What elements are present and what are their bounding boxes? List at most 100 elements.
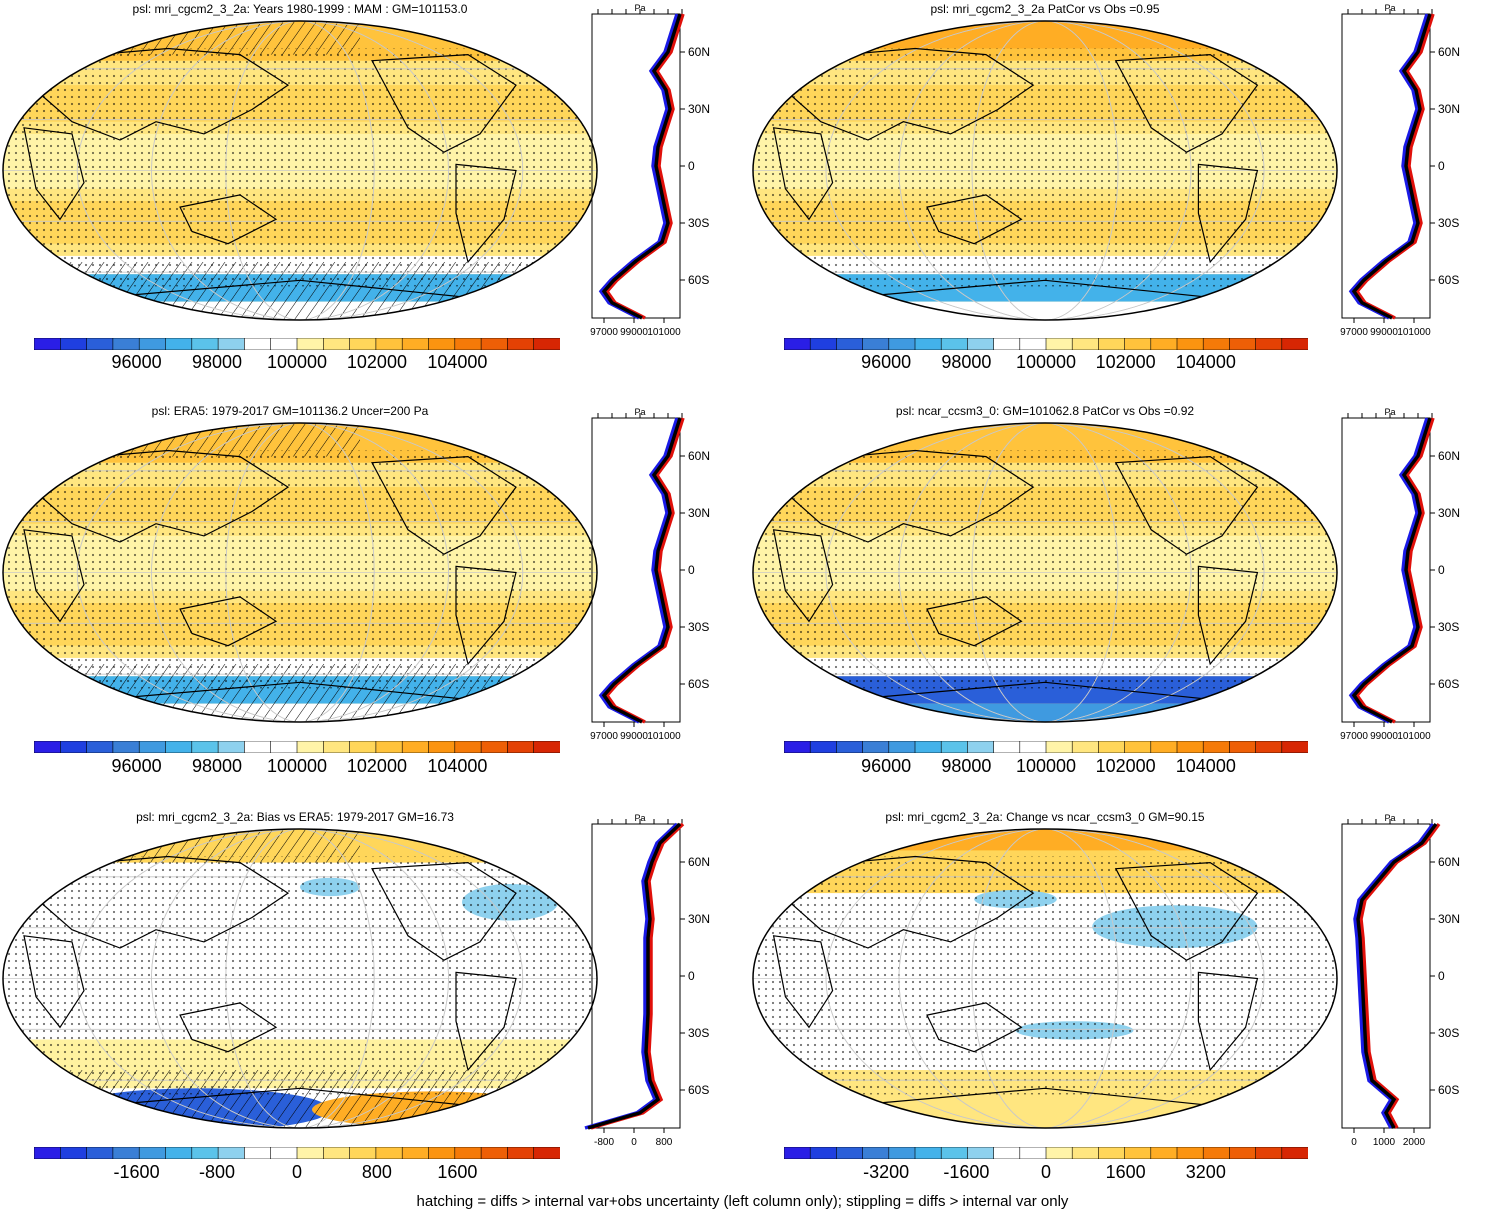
colorbar-swatch xyxy=(784,338,811,350)
profile-unit: Pa xyxy=(1384,407,1395,417)
colorbar-swatch xyxy=(993,741,1021,753)
footer-note: hatching = diffs > internal var+obs unce… xyxy=(416,1193,1069,1210)
colorbar-swatch xyxy=(914,741,942,753)
profile-unit: Pa xyxy=(634,3,645,13)
coastline xyxy=(1197,163,1259,264)
profile-x-label: 2000 xyxy=(1403,1137,1426,1148)
colorbar-swatch xyxy=(1229,1147,1257,1159)
coastline xyxy=(778,47,1035,141)
colorbar-swatch xyxy=(138,338,167,350)
hatching xyxy=(60,423,360,457)
colorbar-labels: 96000 98000 100000 102000 104000 xyxy=(784,352,1308,374)
colorbar-tick-label: 1600 xyxy=(1105,1162,1146,1182)
profile-lat-label: 30N xyxy=(688,102,710,116)
profile-x-label: 101000 xyxy=(1397,731,1431,742)
colorbar-swatch xyxy=(862,741,890,753)
colorbar-swatch xyxy=(914,1147,942,1159)
coastline xyxy=(28,449,290,543)
coastline xyxy=(926,1002,1023,1053)
profile-x-label: 99000 xyxy=(620,731,648,742)
colorbar-tick-label: 102000 xyxy=(346,756,407,776)
colorbar-swatch xyxy=(296,1147,324,1159)
colorbar-swatch xyxy=(1124,338,1152,350)
profile-x-label: 99000 xyxy=(620,327,648,338)
colorbar-tick-label: 104000 xyxy=(1175,352,1236,372)
profile-x-label: 97000 xyxy=(1340,731,1368,742)
colorbar-tick-label: 102000 xyxy=(346,352,407,372)
model-profile-line xyxy=(604,417,685,724)
profile-lat-label: 30S xyxy=(1438,216,1459,230)
coastline xyxy=(455,565,517,666)
colorbar-swatch xyxy=(454,1147,482,1159)
profile-lat-label: 60S xyxy=(1438,677,1459,691)
colorbar xyxy=(784,741,1308,753)
colorbar-swatch xyxy=(270,1147,298,1159)
coastline xyxy=(455,971,517,1072)
model-profile-line xyxy=(1359,822,1441,1129)
profile-lat-label: 60N xyxy=(1438,45,1460,59)
profile-lat-label: 60S xyxy=(688,677,709,691)
profile-x-label: 101000 xyxy=(647,327,681,338)
profile-lat-label: 30N xyxy=(1438,912,1460,926)
colorbar-swatch xyxy=(270,741,298,753)
colorbar-swatch xyxy=(1176,741,1204,753)
colorbar-tick-label: 800 xyxy=(361,1162,392,1182)
coastline xyxy=(179,194,278,245)
reference-profile-line xyxy=(601,13,682,320)
coastline xyxy=(926,194,1023,245)
profile-x-label: 97000 xyxy=(590,327,618,338)
zonal-mean-profile: Pa 60N 30N 0 30S 60S 0 1000 2000 xyxy=(1341,813,1460,1148)
colorbar-swatch xyxy=(401,1147,430,1159)
colorbar-tick-label: 98000 xyxy=(192,352,243,372)
colorbar-swatch xyxy=(349,1147,377,1159)
zonal-mean-profile: Pa 60N 30N 0 30S 60S 97000 99000 101000 xyxy=(1340,3,1460,338)
colorbar-tick-label: 98000 xyxy=(941,352,992,372)
meridian-line xyxy=(971,21,1119,320)
model-profile-line xyxy=(590,822,685,1130)
colorbar-swatch xyxy=(480,741,509,753)
colorbar-swatch xyxy=(1202,741,1231,753)
colorbar-swatch xyxy=(940,338,968,350)
colorbar-labels: 96000 98000 100000 102000 104000 xyxy=(784,756,1308,778)
colorbar-swatch xyxy=(1150,741,1178,753)
coastline xyxy=(1197,565,1259,666)
colorbar-swatch xyxy=(1229,338,1257,350)
colorbar-swatch xyxy=(428,1147,456,1159)
colorbar-swatch xyxy=(1124,1147,1152,1159)
meridian-line xyxy=(898,21,1192,320)
reference-profile-line xyxy=(1351,13,1432,320)
profile-lat-label: 30N xyxy=(1438,102,1460,116)
colorbar-swatch xyxy=(1098,338,1126,350)
colorbar-swatch xyxy=(1124,741,1152,753)
profile-lat-label: 30N xyxy=(688,912,710,926)
meridian-line xyxy=(825,829,1265,1128)
colorbar-swatch xyxy=(217,1147,246,1159)
profile-lat-label: 60N xyxy=(688,449,710,463)
colorbar-swatch xyxy=(244,338,272,350)
panel-title: psl: ERA5: 1979-2017 GM=101136.2 Uncer=2… xyxy=(151,404,429,418)
colorbar-swatch xyxy=(270,338,298,350)
coastline xyxy=(1114,861,1259,961)
meridian-line xyxy=(151,21,449,320)
colorbar-swatch xyxy=(34,741,61,753)
colorbar-swatch xyxy=(836,1147,864,1159)
profile-lat-label: 0 xyxy=(688,159,695,173)
colorbar-swatch xyxy=(862,1147,890,1159)
obs-profile-line xyxy=(1348,417,1429,724)
zonal-mean-profile: Pa 60N 30N 0 30S 60S 97000 99000 101000 xyxy=(590,3,710,338)
profile-lat-label: 0 xyxy=(1438,563,1445,577)
psl-map xyxy=(2,422,598,723)
colorbar-swatch xyxy=(809,1147,838,1159)
colorbar-labels: -1600 -800 0 800 1600 xyxy=(34,1162,560,1184)
profile-lat-label: 30S xyxy=(688,216,709,230)
colorbar-tick-label: 3200 xyxy=(1185,1162,1226,1182)
colorbar-swatch xyxy=(428,338,456,350)
colorbar-tick-label: 96000 xyxy=(861,352,912,372)
coastline xyxy=(23,529,85,623)
map-border xyxy=(2,20,598,321)
colorbar-swatch xyxy=(533,1147,560,1159)
colorbar-swatch xyxy=(59,338,88,350)
psl-map xyxy=(2,20,598,321)
colorbar-swatch xyxy=(59,741,88,753)
colorbar-swatch xyxy=(836,741,864,753)
